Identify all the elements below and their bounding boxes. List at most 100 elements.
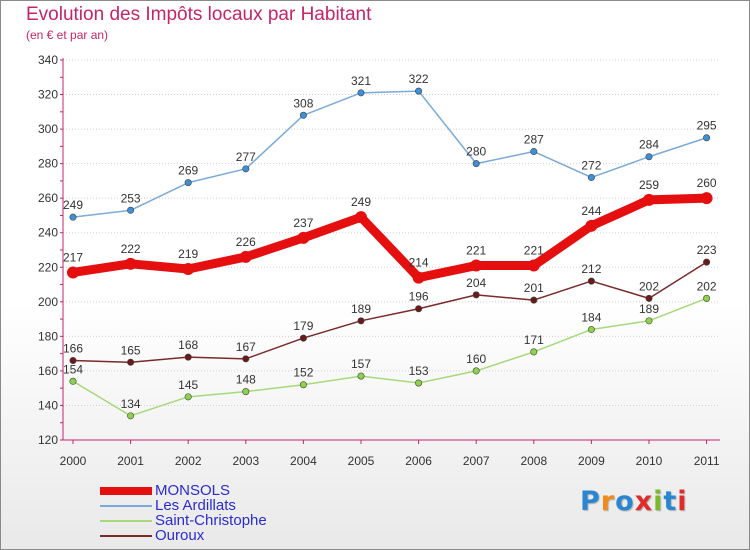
legend-swatch [100,487,152,495]
data-point [587,325,595,333]
data-point [299,334,307,342]
data-point [299,111,307,119]
data-label: 249 [351,195,371,209]
data-point [645,294,653,302]
data-label: 189 [639,302,659,316]
data-point [587,277,595,285]
x-tick-label: 2002 [175,454,202,468]
data-label: 217 [63,250,83,264]
data-label: 280 [466,145,486,159]
data-label: 221 [524,244,544,258]
y-tick-label: 160 [38,364,58,378]
x-tick-label: 2008 [520,454,547,468]
data-label: 167 [236,340,256,354]
data-point [703,294,711,302]
data-label: 214 [409,256,429,270]
legend-swatch [100,505,152,507]
y-tick-label: 200 [38,295,58,309]
data-label: 249 [63,198,83,212]
data-label: 237 [293,216,313,230]
data-label: 308 [293,96,313,110]
y-tick-label: 260 [38,191,58,205]
data-label: 284 [639,138,659,152]
data-label: 269 [178,164,198,178]
data-point [357,372,365,380]
data-point [242,355,250,363]
data-label: 223 [697,243,717,257]
data-point [587,173,595,181]
legend-item: MONSOLS [100,482,360,499]
data-point [703,134,711,142]
data-label: 168 [178,338,198,352]
data-label: 260 [697,176,717,190]
data-label: 322 [409,72,429,86]
series-line [68,193,712,283]
data-point [412,271,425,284]
data-point [127,358,135,366]
data-label: 226 [236,235,256,249]
y-tick-label: 300 [38,122,58,136]
data-label: 219 [178,247,198,261]
data-label: 259 [639,178,659,192]
data-point [184,179,192,187]
data-label: 148 [236,373,256,387]
data-label: 145 [178,378,198,392]
y-tick-label: 240 [38,226,58,240]
x-tick-label: 2006 [405,454,432,468]
data-point [184,393,192,401]
y-tick-label: 280 [38,157,58,171]
data-point [127,206,135,214]
data-point [242,165,250,173]
data-point [703,258,711,266]
data-label: 287 [524,133,544,147]
data-label: 222 [121,242,141,256]
series-line [72,261,708,364]
data-point [472,291,480,299]
data-point [530,148,538,156]
data-point [472,160,480,168]
x-tick-label: 2010 [636,454,663,468]
data-label: 189 [351,302,371,316]
data-label: 166 [63,342,83,356]
proxiti-logo: Proxiti [580,486,688,517]
data-point [643,193,655,206]
data-point [127,412,135,420]
series-line [72,297,708,417]
data-label: 204 [466,276,486,290]
legend-swatch [100,520,152,522]
data-label: 179 [293,319,313,333]
legend-label: Ouroux [155,527,205,544]
data-point [415,87,423,95]
data-point [645,153,653,161]
x-tick-label: 2009 [578,454,605,468]
data-point [297,231,310,244]
data-point [69,377,77,385]
y-tick-label: 340 [38,53,58,67]
data-label: 153 [409,364,429,378]
data-point [530,348,538,356]
data-label: 202 [639,279,659,293]
legend-label: MONSOLS [155,482,231,499]
data-point [472,367,480,375]
data-point [124,257,137,270]
x-tick-label: 2000 [60,454,87,468]
y-tick-label: 220 [38,260,58,274]
data-point [242,388,250,396]
data-point [357,89,365,97]
chart-title: Evolution des Impôts locaux par Habitant [26,4,372,25]
chart-subtitle: (en € et par an) [26,28,109,42]
data-label: 244 [581,204,601,218]
data-point [355,211,367,224]
x-tick-label: 2005 [348,454,375,468]
data-label: 134 [121,397,141,411]
data-label: 277 [236,150,256,164]
legend-item: Ouroux [100,527,360,544]
data-point [530,296,538,304]
legend-item: Les Ardillats [100,497,360,514]
data-label: 253 [121,191,141,205]
data-point [357,317,365,325]
data-point [182,263,195,275]
data-label: 152 [293,366,313,380]
y-tick-label: 140 [38,398,58,412]
